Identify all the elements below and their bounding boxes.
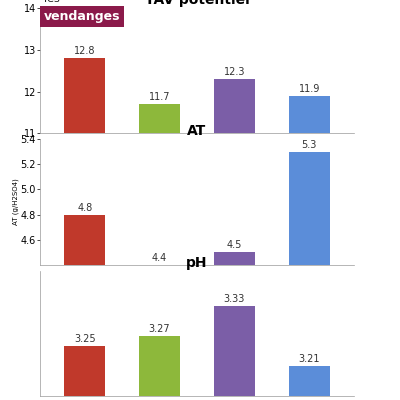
Text: 3.25: 3.25 [74, 334, 96, 344]
Text: CAZEBONNE: CAZEBONNE [372, 245, 382, 312]
Bar [214, 252, 255, 265]
Bar [64, 214, 106, 265]
Text: 11.7: 11.7 [149, 92, 170, 102]
Text: vendanges: vendanges [44, 10, 120, 23]
Title: AT: AT [187, 124, 207, 138]
Bar [139, 104, 180, 133]
Text: 5.3: 5.3 [302, 140, 317, 150]
Bar [139, 336, 180, 396]
Text: 12.3: 12.3 [224, 67, 245, 77]
Title: pH: pH [186, 256, 208, 270]
Text: 3.27: 3.27 [149, 324, 170, 334]
Text: 4.4: 4.4 [152, 253, 167, 263]
Bar [64, 58, 106, 133]
Text: 3.33: 3.33 [224, 294, 245, 304]
Title: TAV potentiel: TAV potentiel [145, 0, 249, 7]
Text: 12.8: 12.8 [74, 46, 96, 56]
Bar [214, 306, 255, 396]
Text: 3.21: 3.21 [298, 354, 320, 364]
Text: 4.8: 4.8 [77, 203, 92, 213]
Text: CHÂTEAU: CHÂTEAU [372, 342, 382, 384]
Bar [288, 366, 330, 396]
Y-axis label: AT (g/H2SO4): AT (g/H2SO4) [12, 179, 19, 225]
Bar [288, 152, 330, 265]
Text: les: les [44, 0, 60, 4]
Text: 11.9: 11.9 [298, 84, 320, 94]
Text: 4.5: 4.5 [227, 240, 242, 250]
Bar [214, 79, 255, 133]
Bar [288, 96, 330, 133]
Bar [64, 346, 106, 396]
